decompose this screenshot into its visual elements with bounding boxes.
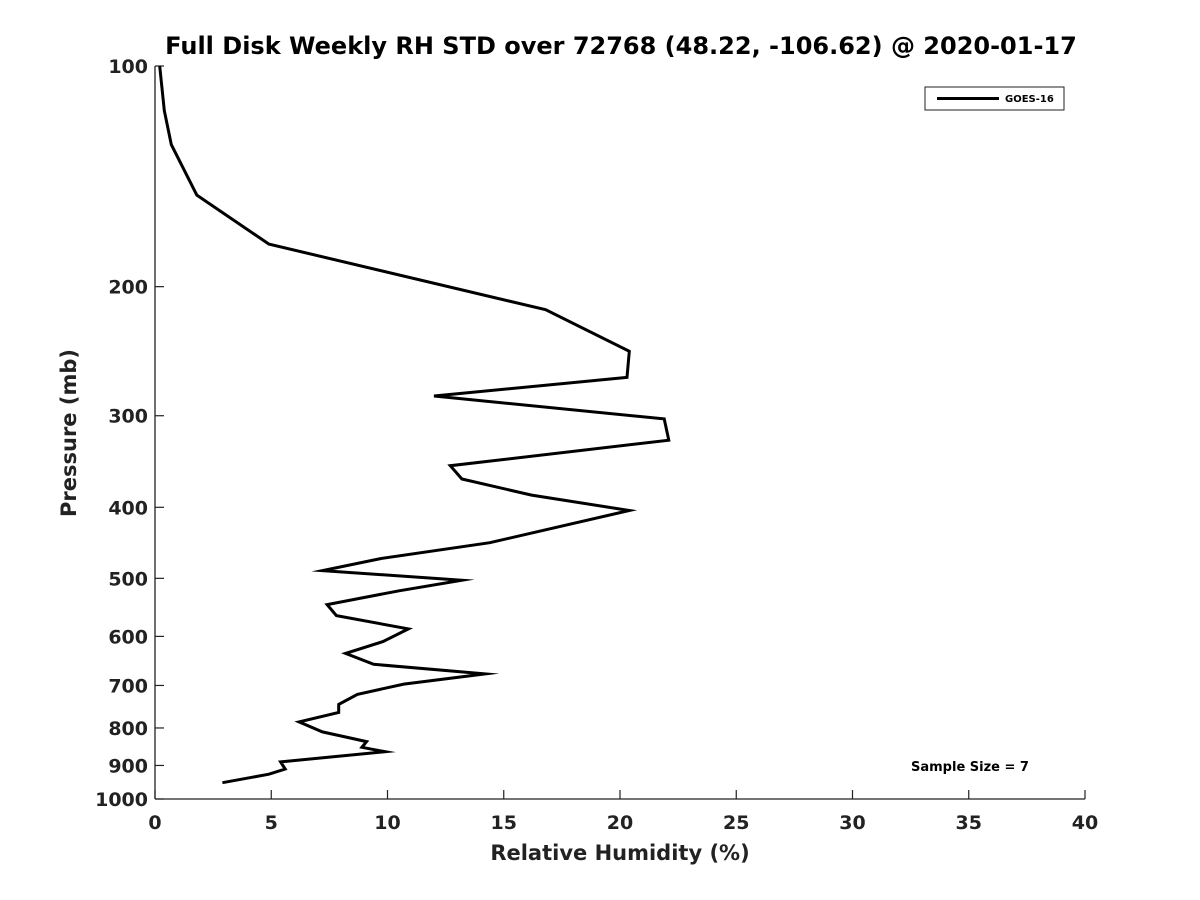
- x-axis-ticks: 0 5 10 15 20 25 30 35 40: [148, 790, 1098, 834]
- series-layer: [158, 65, 671, 785]
- x-axis-label: Relative Humidity (%): [490, 841, 749, 865]
- series-line-goes-16: [158, 65, 671, 785]
- x-tick-label: 0: [148, 812, 161, 834]
- y-tick-label: 800: [108, 718, 148, 740]
- x-tick-label: 20: [607, 812, 633, 834]
- plot-area: [155, 66, 1085, 799]
- y-tick-label: 100: [108, 56, 148, 78]
- x-tick-label: 10: [374, 812, 400, 834]
- x-tick-label: 25: [723, 812, 749, 834]
- y-tick-label: 500: [108, 568, 148, 590]
- sample-size-annotation: Sample Size = 7: [911, 760, 1029, 775]
- y-tick-label: 200: [108, 277, 148, 299]
- x-tick-label: 15: [491, 812, 517, 834]
- x-tick-label: 35: [956, 812, 982, 834]
- y-tick-label: 1000: [95, 789, 148, 811]
- legend: GOES-16: [924, 86, 1065, 111]
- x-tick-label: 30: [839, 812, 865, 834]
- legend-label-goes-16: GOES-16: [1005, 94, 1054, 105]
- y-axis-label: Pressure (mb): [57, 349, 81, 517]
- x-tick-label: 5: [265, 812, 278, 834]
- chart-title: Full Disk Weekly RH STD over 72768 (48.2…: [165, 32, 1077, 60]
- y-tick-label: 600: [108, 626, 148, 648]
- y-tick-label: 700: [108, 675, 148, 697]
- y-tick-label: 400: [108, 497, 148, 519]
- y-tick-label: 300: [108, 406, 148, 428]
- y-tick-label: 900: [108, 755, 148, 777]
- y-axis-ticks: 100 200 300 400 500 600 700 800 900 1000: [95, 56, 164, 811]
- x-tick-label: 40: [1072, 812, 1098, 834]
